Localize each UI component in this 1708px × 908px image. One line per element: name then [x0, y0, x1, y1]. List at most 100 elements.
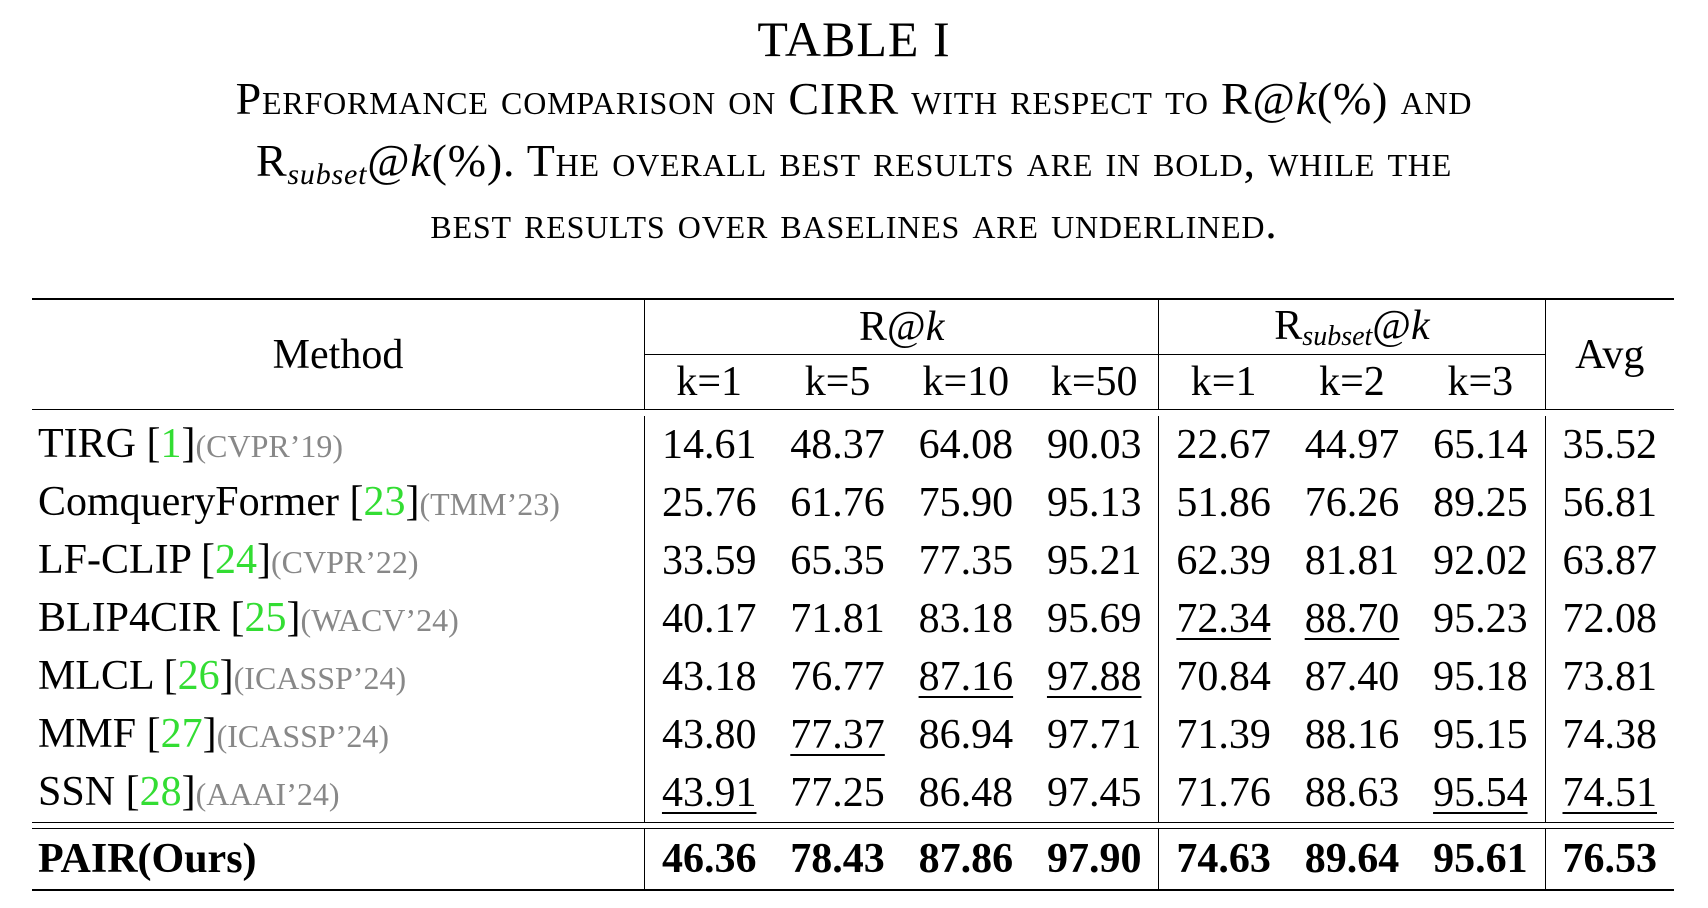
k-header: k=3 [1416, 354, 1546, 410]
value-cell: 87.40 [1304, 654, 1400, 700]
avg-cell: 74.38 [1544, 706, 1674, 764]
value-cell: 89.25 [1433, 480, 1528, 526]
citation-link[interactable]: [24] [200, 537, 271, 583]
value-cell: 75.90 [918, 480, 1014, 526]
value-cell: 95.23 [1433, 596, 1528, 642]
avg-cell: 56.81 [1544, 474, 1674, 532]
value-cell: 95.69 [1030, 590, 1160, 648]
table-caption: TABLE I Performance comparison on CIRR w… [0, 10, 1708, 254]
value-cell: 77.25 [790, 770, 885, 816]
value-cell: 97.88 [1030, 648, 1160, 706]
value-cell: 48.37 [790, 422, 885, 468]
value-cell: 74.63 [1158, 828, 1288, 891]
value-cell: 86.48 [918, 770, 1014, 816]
table-row: MLCL [26](ICASSP’24) 43.18 76.77 87.16 9… [32, 648, 1674, 706]
value-cell: 95.13 [1030, 474, 1160, 532]
value-cell: 70.84 [1176, 654, 1271, 700]
table-row: BLIP4CIR [25](WACV’24) 40.17 71.81 83.18… [32, 590, 1674, 648]
citation-link[interactable]: [25] [230, 595, 301, 641]
table-row: TIRG [1](CVPR’19) 14.61 48.37 64.08 90.0… [32, 416, 1674, 474]
value-cell: 46.36 [644, 828, 774, 891]
value-cell: 95.54 [1433, 770, 1528, 816]
value-cell: 71.81 [790, 596, 885, 642]
value-cell: 62.39 [1176, 538, 1271, 584]
value-cell: 43.91 [661, 770, 757, 816]
method-cell: LF-CLIP [24](CVPR’22) [32, 532, 645, 590]
method-cell: BLIP4CIR [25](WACV’24) [32, 590, 645, 648]
caption-line-1: Performance comparison on CIRR with resp… [235, 73, 1473, 124]
results-table: Method R@k Rsubset@k Avg k=1 k=5 k=10 k=… [32, 298, 1674, 891]
citation-link[interactable]: [28] [125, 769, 196, 815]
value-cell: 64.08 [918, 422, 1014, 468]
value-cell: 95.21 [1030, 532, 1160, 590]
value-cell: 81.81 [1304, 538, 1400, 584]
value-cell: 44.97 [1304, 422, 1400, 468]
avg-cell: 74.51 [1544, 764, 1674, 823]
citation-link[interactable]: [27] [146, 711, 217, 757]
value-cell: 95.61 [1416, 828, 1546, 891]
value-cell: 65.14 [1433, 422, 1528, 468]
value-cell: 97.71 [1030, 706, 1160, 764]
value-cell: 97.45 [1030, 764, 1160, 823]
caption-line-2: Rsubset@k(%). The overall best results a… [255, 135, 1453, 191]
value-cell: 83.18 [918, 596, 1014, 642]
value-cell: 61.76 [790, 480, 885, 526]
avg-cell: 35.52 [1544, 416, 1674, 474]
header-gap [32, 409, 1674, 416]
avg-cell: 76.53 [1544, 828, 1674, 891]
value-cell: 88.63 [1304, 770, 1400, 816]
method-cell: TIRG [1](CVPR’19) [32, 416, 645, 474]
caption-line-3: best results over baselines are underlin… [430, 197, 1278, 248]
value-cell: 71.39 [1176, 712, 1271, 758]
table-row: LF-CLIP [24](CVPR’22) 33.59 65.35 77.35 … [32, 532, 1674, 590]
citation-link[interactable]: [1] [146, 421, 196, 467]
table-row: MMF [27](ICASSP’24) 43.80 77.37 86.94 97… [32, 706, 1674, 764]
k-header: k=50 [1030, 354, 1160, 410]
value-cell: 76.77 [790, 654, 885, 700]
table-row: SSN [28](AAAI’24) 43.91 77.25 86.48 97.4… [32, 764, 1674, 823]
value-cell: 77.37 [790, 712, 885, 758]
avg-cell: 73.81 [1544, 648, 1674, 706]
value-cell: 95.15 [1433, 712, 1528, 758]
k-header: k=1 [1158, 354, 1288, 410]
k-header: k=5 [773, 354, 902, 410]
value-cell: 90.03 [1030, 416, 1160, 474]
value-cell: 78.43 [773, 828, 902, 891]
table-label: TABLE I [757, 11, 951, 67]
method-cell: PAIR(Ours) [32, 828, 645, 891]
value-cell: 88.70 [1304, 596, 1400, 642]
value-cell: 95.18 [1433, 654, 1528, 700]
value-cell: 87.86 [901, 828, 1030, 891]
value-cell: 76.26 [1304, 480, 1400, 526]
double-rule [32, 822, 1674, 829]
citation-link[interactable]: [26] [163, 653, 234, 699]
value-cell: 89.64 [1287, 828, 1417, 891]
value-cell: 25.76 [661, 480, 757, 526]
recall-subset-group-header: Rsubset@k [1158, 298, 1546, 355]
value-cell: 72.34 [1176, 596, 1271, 642]
header-row-groups: Method R@k Rsubset@k Avg [32, 298, 1674, 410]
avg-header: Avg [1544, 298, 1674, 410]
avg-cell: 72.08 [1544, 590, 1674, 648]
method-cell: SSN [28](AAAI’24) [32, 764, 645, 823]
value-cell: 92.02 [1433, 538, 1528, 584]
header-row-k: k=1 k=5 k=10 k=50 k=1 k=2 k=3 [32, 354, 1674, 410]
k-header: k=10 [901, 354, 1030, 410]
table-row: ComqueryFormer [23](TMM’23) 25.76 61.76 … [32, 474, 1674, 532]
value-cell: 71.76 [1176, 770, 1271, 816]
value-cell: 22.67 [1176, 422, 1271, 468]
table-row-ours: PAIR(Ours) 46.36 78.43 87.86 97.90 74.63… [32, 828, 1674, 891]
avg-cell: 63.87 [1544, 532, 1674, 590]
recall-group-header: R@k [644, 298, 1160, 355]
value-cell: 86.94 [918, 712, 1014, 758]
value-cell: 97.90 [1030, 828, 1160, 891]
value-cell: 51.86 [1176, 480, 1271, 526]
value-cell: 33.59 [661, 538, 757, 584]
value-cell: 43.18 [661, 654, 757, 700]
citation-link[interactable]: [23] [349, 479, 420, 525]
method-cell: MMF [27](ICASSP’24) [32, 706, 645, 764]
k-header: k=2 [1287, 354, 1417, 410]
value-cell: 14.61 [661, 422, 757, 468]
method-header: Method [32, 298, 645, 410]
method-cell: MLCL [26](ICASSP’24) [32, 648, 645, 706]
